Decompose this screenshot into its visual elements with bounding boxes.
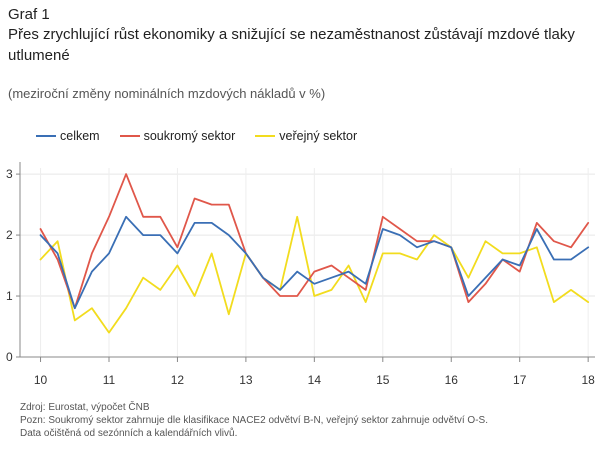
x-tick-label: 13 [239,373,253,387]
legend-item-celkem: celkem [36,129,100,143]
legend-swatch-celkem [36,135,56,137]
chart-legend: celkem soukromý sektor veřejný sektor [36,129,377,143]
legend-swatch-soukromy [119,135,140,137]
legend-swatch-verejny [255,135,276,137]
series-lines [39,173,590,334]
legend-label-soukromy: soukromý sektor [143,129,236,143]
y-tick-label: 0 [6,350,13,364]
y-tick-label: 1 [6,289,13,303]
source-note: Zdroj: Eurostat, výpočet ČNB [20,402,150,413]
x-tick-label: 12 [171,373,185,387]
series-line-veřejný-sektor [39,215,590,334]
figure-label: Graf 1 [8,6,50,23]
sector-note: Pozn: Soukromý sektor zahrnuje dle klasi… [20,415,488,426]
x-tick-label: 10 [34,373,48,387]
x-tick-label: 15 [376,373,390,387]
chart-subtitle: (meziroční změny nominálních mzdových ná… [8,86,326,101]
series-line-celkem [39,215,590,310]
legend-label-verejny: veřejný sektor [279,129,358,143]
y-tick-label: 3 [6,167,13,181]
legend-item-soukromy: soukromý sektor [119,129,236,143]
legend-label-celkem: celkem [60,129,100,143]
series-line-soukromý-sektor [39,173,590,310]
x-tick-label: 16 [445,373,459,387]
x-tick-label: 17 [513,373,527,387]
legend-item-verejny: veřejný sektor [255,129,357,143]
chart-notes: Zdroj: Eurostat, výpočet ČNB Pozn: Soukr… [20,401,488,440]
x-tick-label: 11 [103,373,116,387]
adjustment-note: Data očištěná od sezónních a kalendářníc… [20,428,238,439]
x-tick-label: 18 [581,373,595,387]
chart-title: Přes zrychlující růst ekonomiky a snižuj… [8,26,575,64]
x-tick-label: 14 [308,373,322,387]
y-tick-label: 2 [6,228,13,242]
